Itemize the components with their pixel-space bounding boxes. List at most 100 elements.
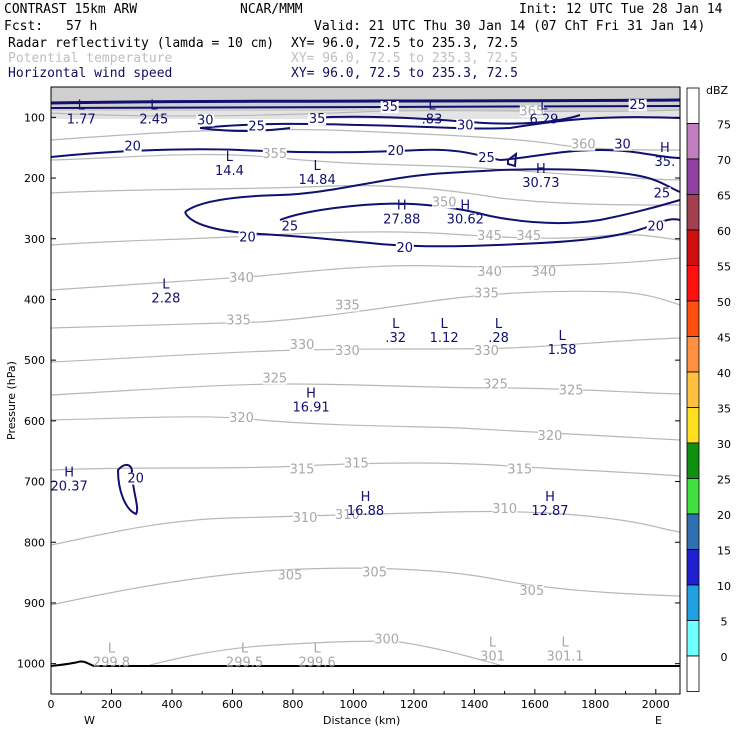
theta-label-29: 300 [374, 632, 399, 647]
theta-label-bg-20 [289, 463, 314, 476]
hl-value-16: 20.37 [51, 480, 88, 495]
wind-label-6: 20 [124, 140, 141, 155]
colorbar-label-15: 15 [717, 545, 731, 558]
wind-label-bg-0 [196, 114, 215, 127]
hl-letter-21: L [313, 642, 321, 657]
theta-label-bg-4 [477, 229, 502, 242]
y-tick-label-9: 1000 [17, 658, 45, 671]
hl-letter-4: H [660, 141, 670, 156]
hl-letter-22: L [489, 635, 497, 650]
wind-label-3: 30 [457, 118, 474, 133]
theta-label-27: 305 [362, 566, 387, 581]
hl-value-9: 30.62 [447, 212, 484, 227]
wind-label-5: 25 [629, 98, 646, 113]
theta-label-11: 335 [474, 286, 499, 301]
theta-label-bg-7 [477, 266, 502, 279]
x-tick-label-4: 800 [282, 698, 303, 711]
colorbar-label-75: 75 [717, 119, 731, 132]
hl-value-0: 1.77 [67, 112, 96, 127]
theta-label-bg-26 [277, 569, 302, 582]
hl-value-23: 301.1 [546, 649, 583, 664]
wind-label-12: 25 [282, 220, 299, 235]
colorbar-swatch-55 [686, 265, 700, 302]
theta-label-3: 350 [432, 195, 457, 210]
y-tick-label-4: 500 [24, 354, 45, 367]
wind-label-10: 25 [654, 186, 671, 201]
y-tick-label-6: 700 [24, 476, 45, 489]
hl-value-15: 16.91 [292, 401, 329, 416]
wind-label-bg-11 [646, 220, 665, 233]
y-tick-label-1: 200 [24, 172, 45, 185]
x-axis: 0 200 400 600 800 1000 1200 1400 1600 1800 2000 [48, 689, 670, 711]
x-tick-label-5: 1000 [339, 698, 367, 711]
theta-label-bg-18 [229, 411, 254, 424]
wind-label-13: 20 [239, 231, 256, 246]
theta-label-bg-23 [293, 512, 318, 525]
wind-label-bg-4 [247, 120, 266, 133]
x-tick-label-9: 1800 [581, 698, 609, 711]
x-axis-label: Distance (km) [323, 714, 400, 727]
colorbar-label-30: 30 [717, 438, 731, 451]
wind-20-upper [50, 148, 501, 161]
theta-310-contour [50, 510, 681, 546]
theta-label-25: 310 [492, 502, 517, 517]
field-3-xy: XY= 96.0, 72.5 to 235.3, 72.5 [291, 66, 518, 81]
y-tick-label-2: 300 [24, 233, 45, 246]
wind-35-band [50, 98, 681, 105]
theta-label-19: 320 [538, 429, 563, 444]
hl-letter-14: L [558, 329, 566, 344]
hl-letter-18: H [545, 490, 555, 505]
wind-label-11: 20 [648, 220, 665, 235]
theta-label-bg-1 [571, 138, 596, 151]
theta-365-contour [50, 109, 681, 117]
y-axis-label: Pressure (hPa) [5, 361, 18, 440]
colorbar-label-70: 70 [717, 154, 731, 167]
hl-letter-8: H [397, 198, 407, 213]
theta-label-16: 325 [483, 377, 508, 392]
hl-letter-12: L [441, 317, 449, 332]
org-label: NCAR/MMM [240, 2, 303, 17]
x-tick-label-10: 2000 [642, 698, 670, 711]
hl-value-5: 14.4 [215, 164, 244, 179]
theta-label-bg-3 [432, 196, 457, 209]
wind-label-bg-3 [456, 119, 475, 132]
hl-letter-3: L [540, 98, 548, 113]
hl-letter-23: L [561, 635, 569, 650]
hl-letter-2: L [428, 98, 436, 113]
theta-label-bg-29 [374, 633, 399, 646]
hl-letter-5: L [226, 150, 234, 165]
hl-value-7: 30.73 [522, 176, 559, 191]
theta-label-9: 335 [335, 299, 360, 314]
wind-label-bg-13 [238, 231, 257, 244]
colorbar-label-55: 55 [717, 261, 731, 274]
hl-letter-9: H [460, 198, 470, 213]
wind-label-9: 30 [614, 138, 631, 153]
hl-letter-10: L [162, 277, 170, 292]
hl-letter-16: H [64, 466, 74, 481]
theta-label-28: 305 [519, 584, 544, 599]
wind-label-bg-9 [613, 138, 632, 151]
theta-label-bg-27 [362, 566, 387, 579]
x-tick-label-7: 1400 [460, 698, 488, 711]
theta-label-13: 330 [335, 344, 360, 359]
fcst-value: 57 h [66, 19, 97, 34]
wind-label-bg-7 [386, 144, 405, 157]
colorbar-swatch-5 [686, 620, 700, 657]
theta-label-bg-12 [289, 339, 314, 352]
wind-label-4: 25 [248, 119, 265, 134]
colorbar-label-0: 0 [721, 651, 728, 664]
theta-label-5: 345 [516, 229, 541, 244]
y-axis: 100 200 300 400 500 600 700 800 900 1000 [17, 111, 680, 671]
x-tick-label-0: 0 [48, 698, 55, 711]
colorbar-swatch-0 [686, 655, 700, 692]
hl-letter-19: L [108, 642, 116, 657]
theta-label-17: 325 [559, 384, 584, 399]
hl-letter-7: H [536, 162, 546, 177]
theta-label-10: 335 [226, 314, 251, 329]
theta-label-8: 340 [532, 265, 557, 280]
theta-label-6: 340 [229, 271, 254, 286]
theta-label-bg-9 [335, 299, 360, 312]
wind-20-lower [184, 168, 681, 213]
